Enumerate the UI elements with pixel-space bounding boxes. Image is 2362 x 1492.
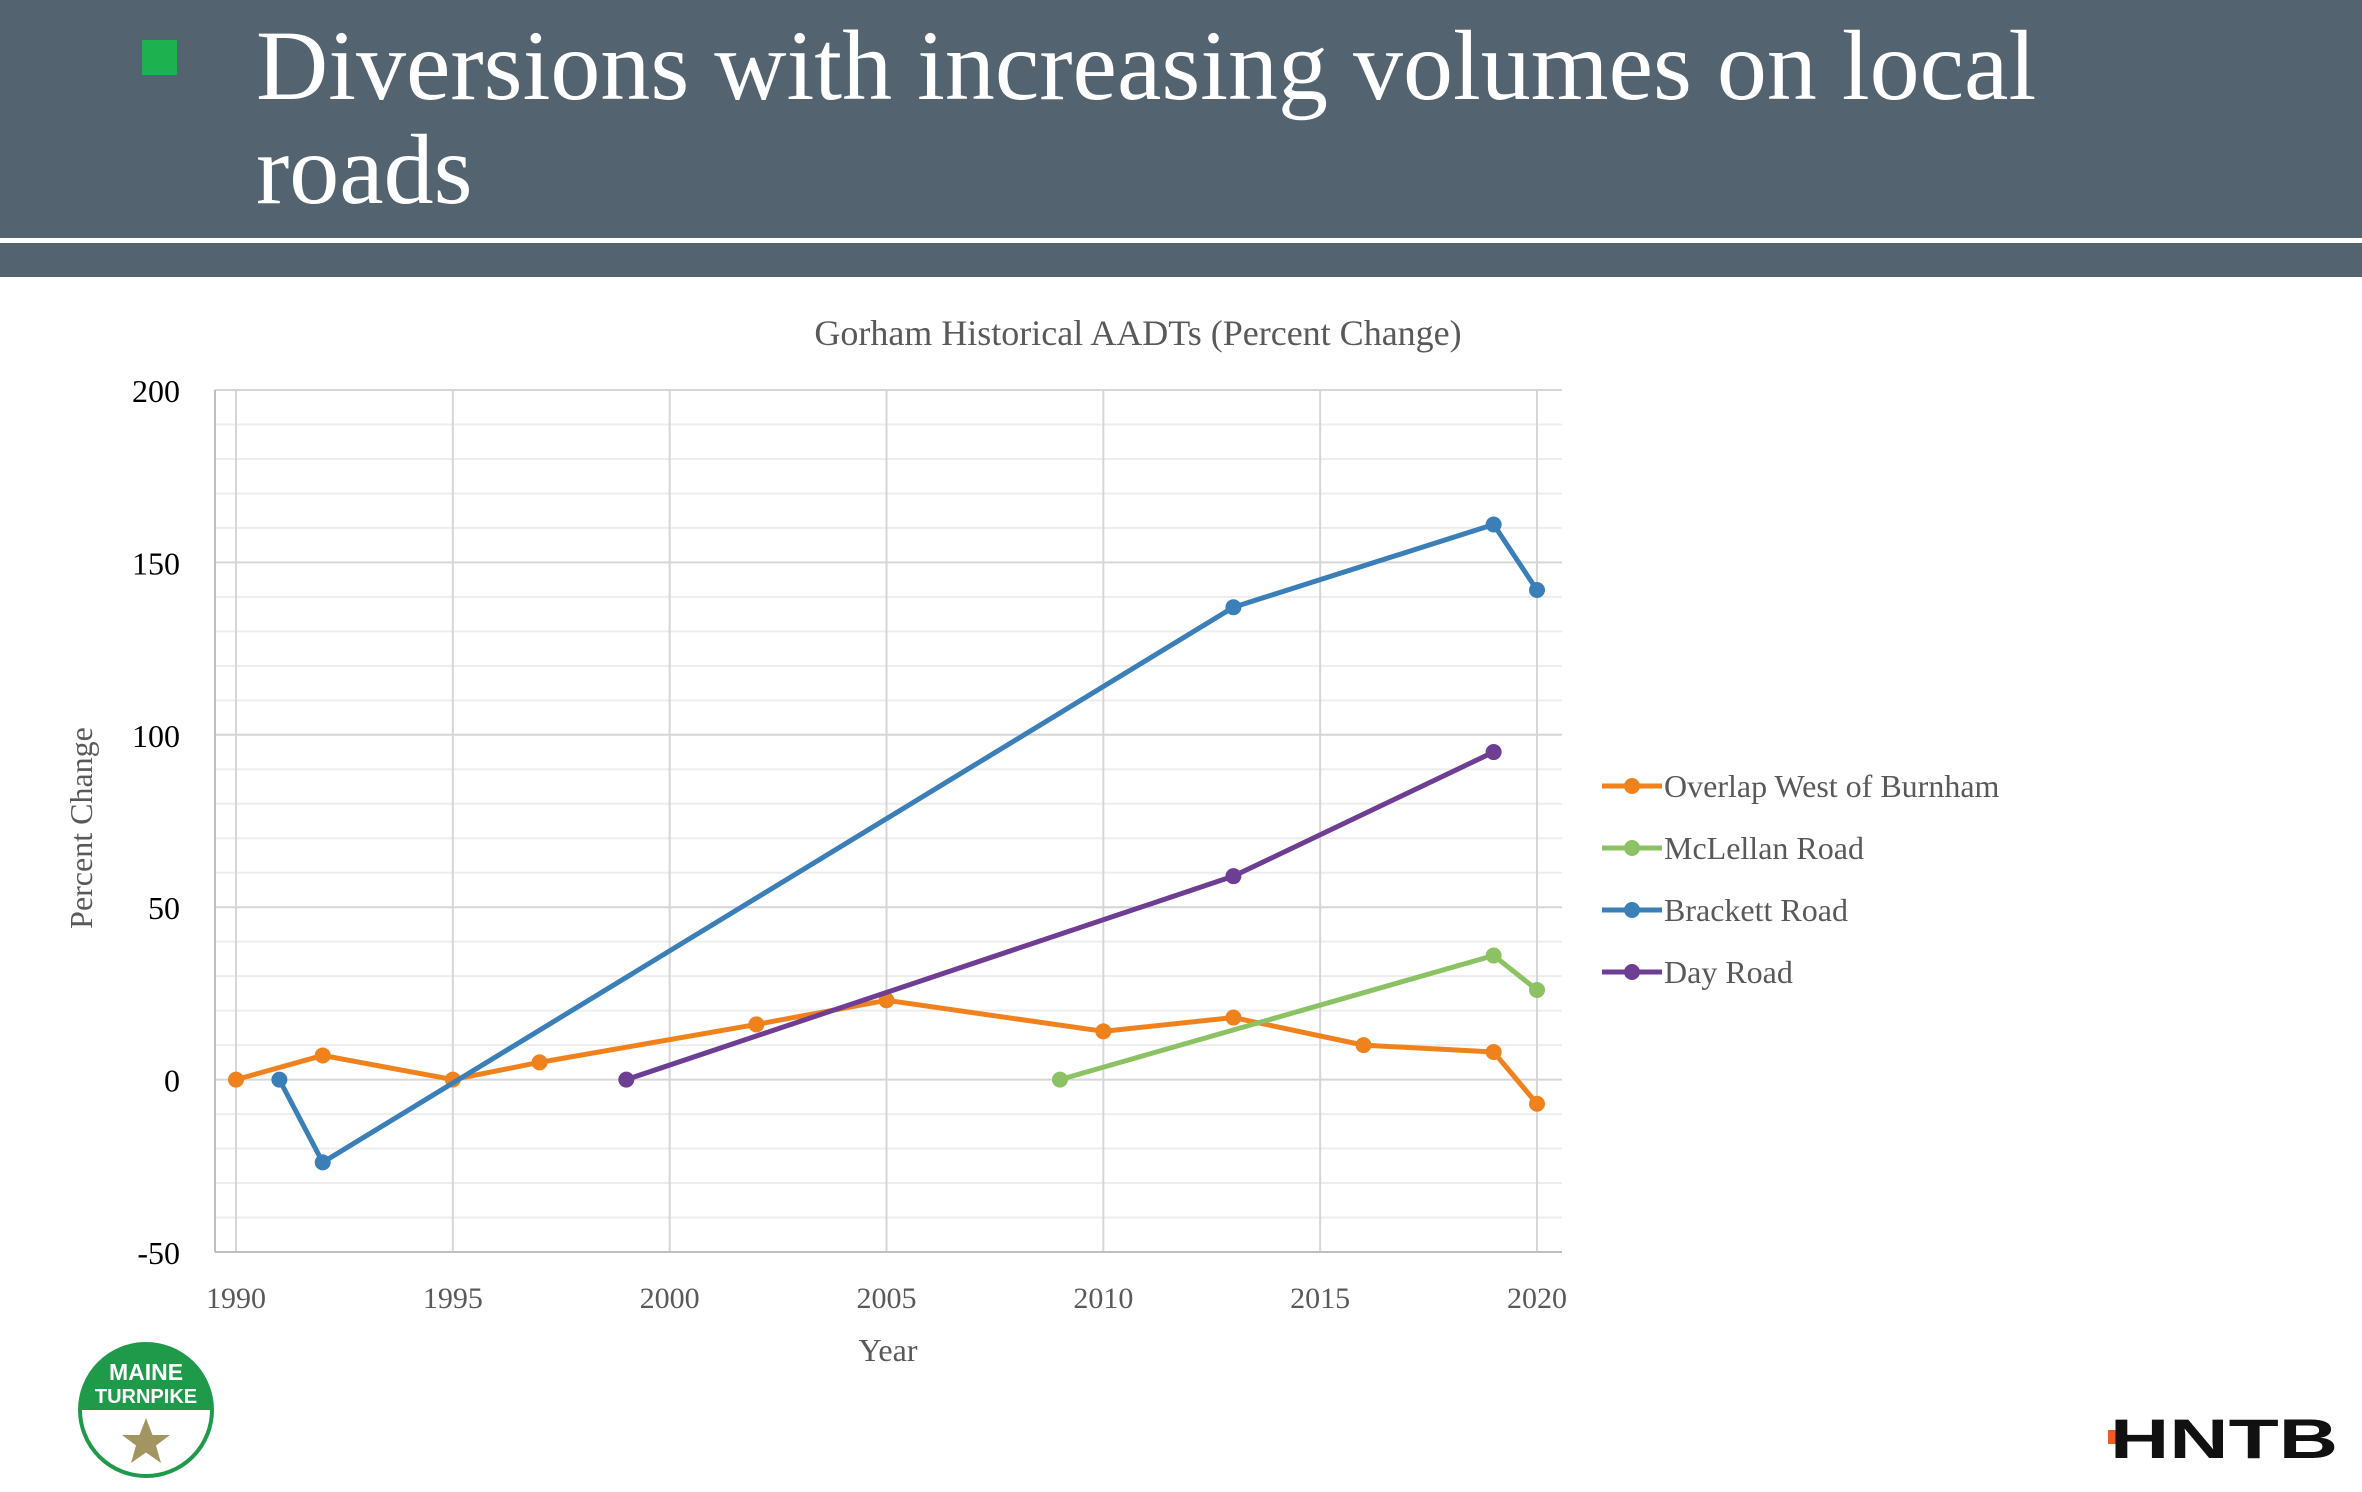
x-axis-label: Year	[859, 1332, 918, 1368]
logo-text-line1: MAINE	[109, 1359, 183, 1385]
y-tick-label: -50	[137, 1235, 180, 1271]
chart-title: Gorham Historical AADTs (Percent Change)	[814, 313, 1461, 353]
data-point	[1529, 1095, 1545, 1112]
maine-turnpike-logo: MAINE TURNPIKE	[78, 1342, 214, 1478]
x-tick-label: 1995	[423, 1282, 483, 1315]
x-tick-labels: 1990 1995 2000 2005 2010 2015 2020	[206, 1282, 1567, 1315]
data-point	[271, 1071, 288, 1088]
y-tick-labels: -50 0 50 100 150 200	[132, 373, 180, 1271]
slide-title: Diversions with increasing volumes on lo…	[256, 10, 2037, 225]
logo-text-line2: TURNPIKE	[95, 1386, 197, 1408]
title-bar	[0, 0, 2362, 238]
legend-swatch-marker	[1624, 964, 1640, 980]
data-point	[314, 1154, 331, 1171]
data-point	[1485, 516, 1502, 533]
major-gridlines	[215, 389, 1562, 1253]
data-point	[314, 1047, 331, 1064]
x-tick-label: 2010	[1073, 1282, 1133, 1315]
hntb-logo: HNTB	[2108, 1412, 2338, 1464]
minor-gridlines	[215, 423, 1562, 1219]
legend-swatch-marker	[1624, 778, 1640, 794]
y-tick-label: 150	[132, 545, 180, 581]
series-line	[277, 521, 1540, 1165]
data-point	[1485, 744, 1502, 761]
data-point	[1485, 1044, 1502, 1061]
y-axis-label: Percent Change	[63, 727, 99, 929]
x-tick-label: 2000	[640, 1282, 700, 1315]
data-point	[1225, 599, 1242, 616]
title-divider	[0, 238, 2362, 243]
data-point	[1355, 1037, 1372, 1054]
data-point	[748, 1016, 765, 1033]
data-point	[1051, 1071, 1068, 1088]
legend: Overlap West of Burnham McLellan Road Brac…	[1602, 768, 2000, 990]
y-tick-label: 100	[132, 718, 180, 754]
x-tick-label: 2005	[857, 1282, 917, 1315]
hntb-logo-text: HNTB	[2110, 1412, 2338, 1464]
series-lines	[228, 516, 1545, 1171]
data-point	[1225, 1009, 1242, 1026]
legend-label: McLellan Road	[1664, 830, 1864, 866]
data-point	[1529, 981, 1545, 998]
data-point	[1529, 581, 1545, 598]
data-point	[531, 1054, 548, 1071]
data-point	[618, 1071, 635, 1088]
data-point	[1225, 868, 1242, 885]
x-tick-label: 1990	[206, 1282, 266, 1315]
series-line	[1059, 952, 1539, 1083]
legend-label: Brackett Road	[1664, 892, 1848, 928]
y-tick-label: 200	[132, 373, 180, 409]
legend-swatch-marker	[1624, 902, 1640, 918]
legend-label: Overlap West of Burnham	[1664, 768, 2000, 804]
y-tick-label: 0	[164, 1063, 180, 1099]
y-tick-label: 50	[148, 890, 180, 926]
star-icon	[122, 1418, 170, 1463]
title-band	[0, 243, 2362, 277]
data-point	[228, 1071, 244, 1088]
x-tick-label: 2020	[1507, 1282, 1567, 1315]
x-tick-label: 2015	[1290, 1282, 1350, 1315]
axes	[214, 390, 1562, 1253]
bullet-square-icon	[142, 40, 177, 75]
legend-swatch-marker	[1624, 840, 1640, 856]
data-point	[1095, 1023, 1112, 1040]
data-point	[1485, 947, 1502, 964]
legend-label: Day Road	[1664, 954, 1793, 990]
